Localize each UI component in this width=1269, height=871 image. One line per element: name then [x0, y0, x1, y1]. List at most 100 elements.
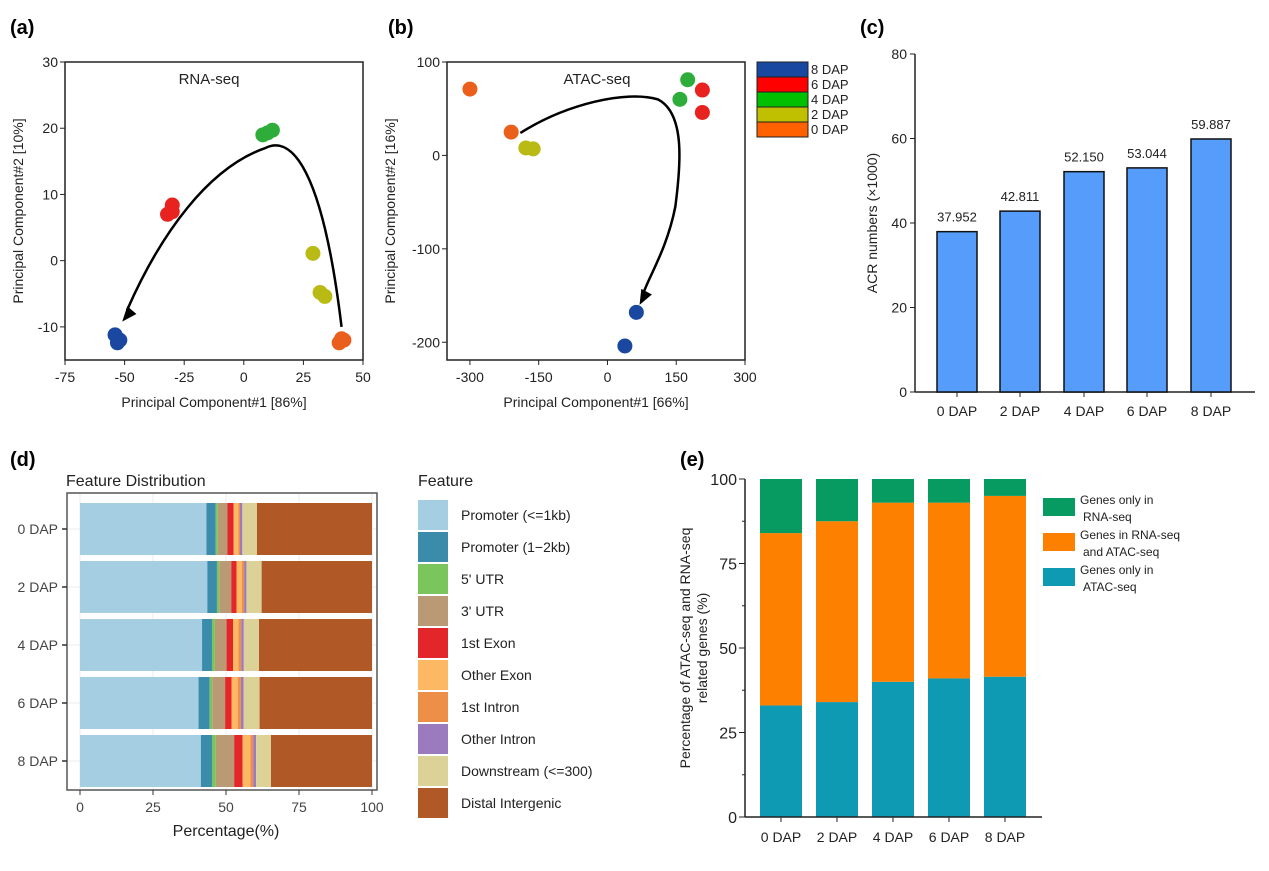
bar-segment: [259, 677, 372, 729]
bar-value-label: 42.811: [1001, 189, 1040, 204]
arrow-head: [122, 306, 137, 322]
bar-segment: [984, 495, 1026, 677]
data-point-2-dap: [317, 288, 333, 304]
panel-c-acr-bar: 0 20 40 60 80 ACR numbers (×1000) 37.952 0 DAP 4…: [864, 46, 1255, 419]
trajectory-arrow: [519, 95, 681, 295]
bar-value-label: 59.887: [1191, 117, 1231, 132]
x-tick-label: 8 DAP: [985, 829, 1025, 845]
legend-label: 4 DAP: [811, 92, 849, 107]
bar-segment: [760, 479, 802, 534]
y-tick-label: 10: [42, 186, 58, 202]
bar-segment: [80, 677, 199, 729]
bar-segment: [233, 619, 239, 671]
y-tick-label: 0: [50, 253, 58, 269]
legend-label: Genes only in: [1080, 493, 1153, 507]
bar-segment: [760, 705, 802, 817]
bar-segment: [215, 735, 235, 787]
bar-segment: [215, 503, 218, 555]
legend-swatch: [418, 596, 448, 626]
x-axis-label: Principal Component#1 [86%]: [121, 394, 306, 410]
bar-segment: [80, 735, 201, 787]
bar-segment: [207, 561, 217, 613]
legend-swatch: [418, 724, 448, 754]
y-tick-label: 20: [891, 300, 907, 316]
y-tick-label: 30: [42, 54, 58, 70]
x-tick-label: -50: [114, 369, 134, 385]
chart-title: Feature Distribution: [66, 473, 206, 490]
data-point-6-dap: [164, 204, 180, 220]
bar-segment: [250, 735, 254, 787]
bar-segment: [244, 561, 247, 613]
legend-label: 0 DAP: [811, 122, 849, 137]
bar-segment: [80, 619, 203, 671]
x-tick-label: -75: [55, 369, 75, 385]
bar-segment: [198, 677, 210, 729]
x-tick-label: 2 DAP: [817, 829, 857, 845]
bar-segment: [238, 503, 241, 555]
bar-segment: [206, 503, 216, 555]
y-axis-label: Principal Component#2 [16%]: [382, 118, 398, 303]
bar-segment: [256, 735, 271, 787]
y-tick-label: 100: [710, 472, 737, 489]
legend-swatch: [418, 564, 448, 594]
bar-value-label: 37.952: [937, 210, 977, 225]
legend-swatch: [1043, 568, 1075, 586]
panel-e-gene-overlap: 0 DAP 2 DAP 4 DAP 6 DAP 8 DAP 0 25 50 75 100 Perce…: [677, 472, 1180, 845]
bar-segment: [928, 479, 970, 503]
bar-segment: [240, 503, 243, 555]
x-tick-label: 6 DAP: [1127, 403, 1167, 419]
x-tick-label: 150: [665, 369, 689, 385]
legend-label: 1st Exon: [461, 635, 515, 651]
x-axis-label: Principal Component#1 [66%]: [503, 394, 688, 410]
x-tick-label: 4 DAP: [873, 829, 913, 845]
y-axis-label: related genes (%): [694, 593, 710, 704]
bar-segment: [928, 502, 970, 679]
data-point-8-dap: [109, 335, 125, 351]
x-tick-label: 25: [145, 799, 161, 815]
bar-segment: [212, 677, 226, 729]
x-tick-label: 300: [733, 369, 757, 385]
x-tick-label: 0: [240, 369, 248, 385]
x-tick-label: -150: [525, 369, 553, 385]
legend-swatch: [756, 121, 809, 138]
x-tick-label: 6 DAP: [929, 829, 969, 845]
bar-segment: [242, 735, 251, 787]
y-tick-label: 60: [891, 131, 907, 147]
bar-segment: [246, 561, 262, 613]
bar-segment: [984, 676, 1026, 817]
legend-label: 8 DAP: [811, 62, 849, 77]
panel-label-c: (c): [860, 17, 884, 39]
bar-segment: [243, 619, 259, 671]
bar-value-label: 53.044: [1127, 146, 1167, 161]
legend-swatch: [418, 756, 448, 786]
y-tick-label: 20: [42, 120, 58, 136]
panel-label-d: (d): [10, 449, 36, 471]
y-tick-label: -100: [412, 241, 440, 257]
bar-2: [1063, 170, 1105, 393]
y-tick-label: 100: [417, 54, 441, 70]
bar-segment: [200, 735, 212, 787]
bar-segment: [872, 681, 914, 817]
x-tick-label: -25: [174, 369, 194, 385]
legend-swatch: [756, 61, 809, 78]
panel-label-e: (e): [680, 449, 704, 471]
legend-swatch: [1043, 533, 1075, 551]
y-tick-label: 4 DAP: [18, 637, 58, 653]
bar-segment: [233, 503, 239, 555]
data-point-6-dap: [694, 82, 710, 98]
arrow-head: [639, 288, 652, 305]
bar-0: [936, 230, 978, 393]
bar-segment: [241, 619, 244, 671]
bar-value-label: 52.150: [1064, 150, 1104, 165]
y-tick-label: 0: [728, 810, 737, 827]
legend-swatch: [418, 692, 448, 722]
data-point-2-dap: [305, 245, 321, 261]
y-tick-label: 0: [432, 147, 440, 163]
bar-4: [1190, 138, 1232, 393]
y-tick-label: 8 DAP: [18, 753, 58, 769]
data-point-0-dap: [462, 81, 478, 97]
legend-label: Downstream (<=300): [461, 763, 593, 779]
legend-swatch: [756, 106, 809, 123]
legend-label: 3' UTR: [461, 603, 504, 619]
